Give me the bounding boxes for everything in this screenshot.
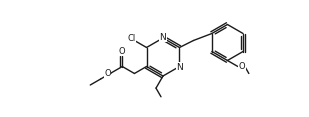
Text: N: N (160, 33, 166, 42)
Text: O: O (119, 47, 126, 56)
Text: N: N (176, 62, 183, 71)
Text: O: O (104, 69, 111, 79)
Text: Cl: Cl (127, 34, 136, 43)
Text: O: O (239, 62, 245, 71)
